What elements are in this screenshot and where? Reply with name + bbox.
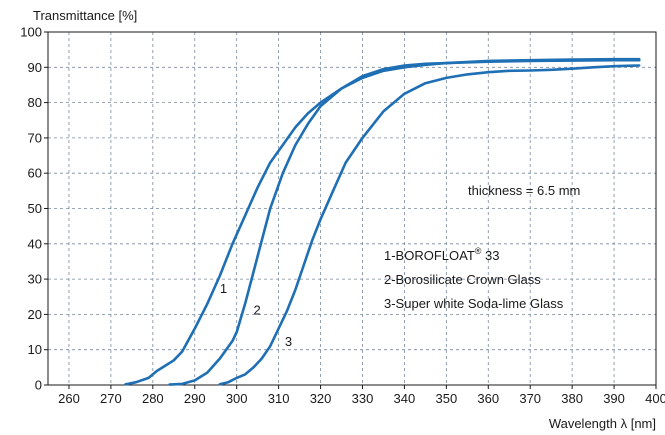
y-tick-labels: 0 10 20 30 40 50 60 70 80 90 100 <box>20 25 42 393</box>
series-labels: 1 2 3 <box>220 281 292 349</box>
legend-entry-3: 3-Super white Soda-lime Glass <box>384 296 564 311</box>
thickness-annotation: thickness = 6.5 mm <box>468 183 580 198</box>
y-tick-label-20: 20 <box>28 307 42 322</box>
x-tick-label-390: 390 <box>603 391 625 406</box>
y-tick-label-10: 10 <box>28 342 42 357</box>
legend-entry-1: 1-BOROFLOAT® 33 <box>384 246 500 263</box>
x-tick-label-260: 260 <box>58 391 80 406</box>
x-tick-label-340: 340 <box>394 391 416 406</box>
y-tick-label-30: 30 <box>28 272 42 287</box>
y-tick-label-50: 50 <box>28 201 42 216</box>
axes <box>44 31 657 389</box>
y-tick-label-0: 0 <box>35 378 42 393</box>
y-tick-label-40: 40 <box>28 236 42 251</box>
legend-entry-1-sup: ® <box>475 246 482 256</box>
y-tick-label-70: 70 <box>28 130 42 145</box>
x-tick-label-270: 270 <box>100 391 122 406</box>
y-tick-label-60: 60 <box>28 166 42 181</box>
x-tick-labels: 260 270 280 290 300 310 320 330 340 350 360 370 380 3… <box>58 391 665 406</box>
series-lines <box>124 57 641 386</box>
y-tick-label-100: 100 <box>20 25 42 40</box>
series-line-3 <box>218 64 641 386</box>
grid <box>48 32 657 385</box>
y-tick-label-90: 90 <box>28 60 42 75</box>
y-axis-label: Transmittance [%] <box>33 8 137 23</box>
x-tick-label-350: 350 <box>435 391 457 406</box>
series-label-1: 1 <box>220 281 227 296</box>
series-line-1 <box>124 57 641 386</box>
x-tick-label-280: 280 <box>142 391 164 406</box>
x-tick-label-370: 370 <box>519 391 541 406</box>
x-tick-label-300: 300 <box>226 391 248 406</box>
x-tick-label-360: 360 <box>477 391 499 406</box>
x-tick-label-290: 290 <box>184 391 206 406</box>
legend: 1-BOROFLOAT® 33 2-Borosilicate Crown Gla… <box>384 246 564 311</box>
x-tick-label-310: 310 <box>268 391 290 406</box>
x-tick-label-400: 400 <box>645 391 665 406</box>
legend-entry-1-text: 1-BOROFLOAT <box>384 248 475 263</box>
series-label-2: 2 <box>253 302 260 317</box>
x-tick-label-330: 330 <box>352 391 374 406</box>
series-line-2 <box>168 58 641 386</box>
x-tick-label-320: 320 <box>310 391 332 406</box>
x-tick-label-380: 380 <box>561 391 583 406</box>
y-tick-label-80: 80 <box>28 95 42 110</box>
series-label-3: 3 <box>285 334 292 349</box>
legend-entry-2: 2-Borosilicate Crown Glass <box>384 272 541 287</box>
x-axis-label: Wavelength λ [nm] <box>549 416 656 431</box>
legend-entry-1-suffix: 33 <box>481 248 499 263</box>
